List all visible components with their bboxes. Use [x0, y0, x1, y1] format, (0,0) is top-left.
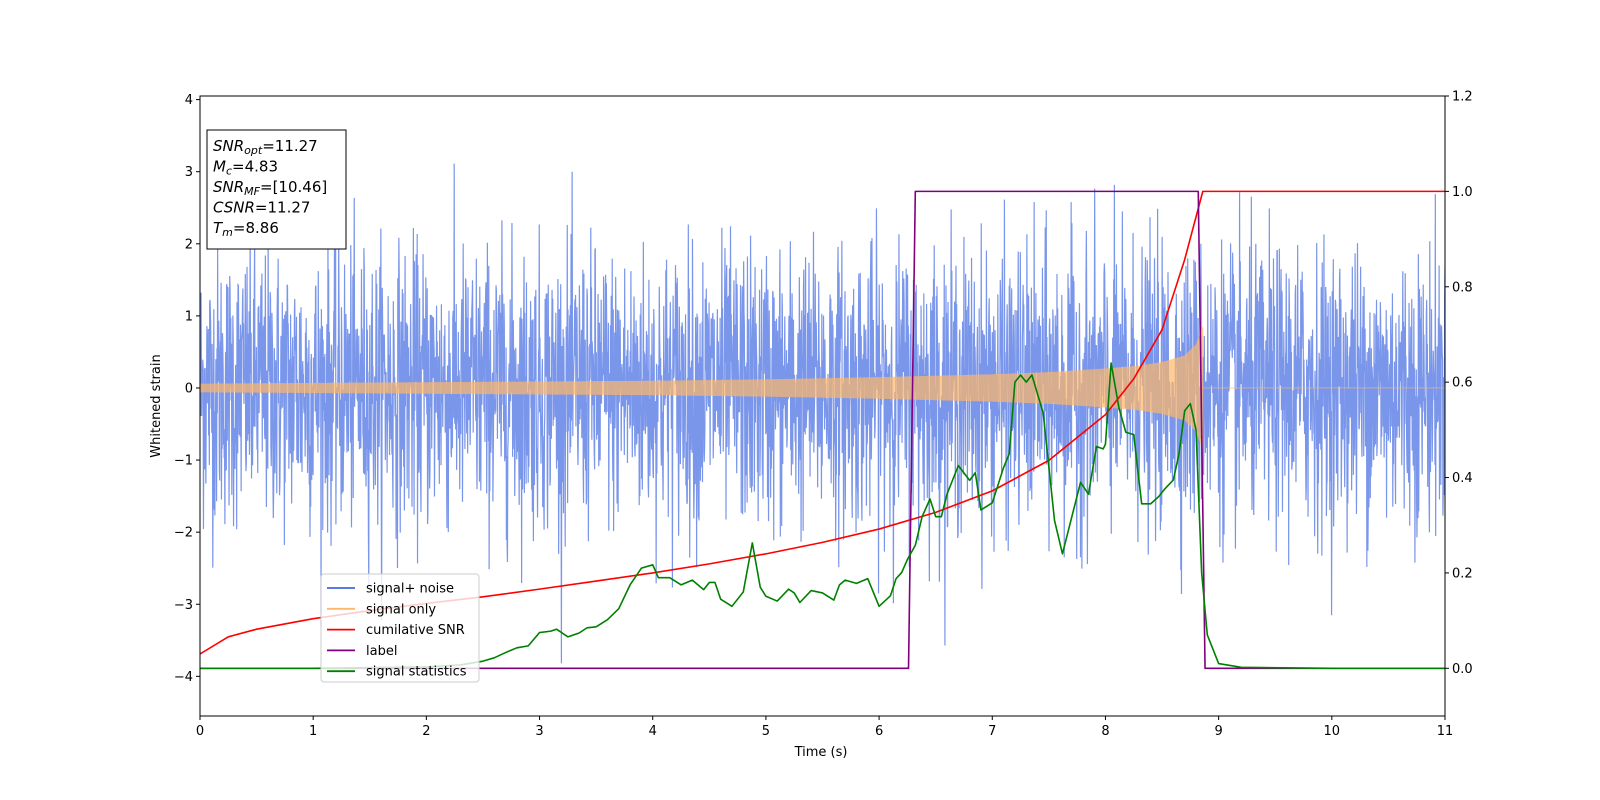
annotation-box: SNRopt=11.27Mc=4.83SNRMF=[10.46]CSNR=11.… — [206, 129, 347, 250]
y-right-tick-label: 1.2 — [1452, 90, 1473, 105]
plot-frame — [199, 95, 1446, 717]
x-axis-label: Time (s) — [794, 745, 848, 760]
series-signal-statistics-line — [200, 362, 1445, 670]
legend-label: signal statistics — [366, 665, 467, 680]
y-left-tick-label: 4 — [185, 93, 193, 108]
y-left-tick-label: −1 — [174, 454, 193, 469]
x-tick-label: 5 — [762, 724, 770, 739]
y-left-tick-label: 1 — [185, 309, 193, 324]
annotation-line: SNRopt=11.27 — [213, 137, 318, 157]
x-tick-label: 4 — [649, 724, 657, 739]
x-tick-label: 9 — [1214, 724, 1222, 739]
y-left-tick-label: −3 — [174, 598, 193, 613]
legend-label: signal only — [366, 602, 436, 617]
series-signal-only-line — [200, 326, 1445, 449]
legend: signal+ noise signal only cumilative SNR la… — [320, 573, 480, 683]
legend-label: label — [366, 644, 397, 659]
x-tick-label: 1 — [309, 724, 317, 739]
x-tick-label: 8 — [1101, 724, 1109, 739]
series-label-line — [200, 190, 1445, 670]
series-signal-noise-line — [200, 163, 1445, 664]
x-tick-label: 10 — [1324, 724, 1341, 739]
y-right-tick-label: 0.2 — [1452, 566, 1473, 581]
annotation-line: Mc=4.83 — [213, 158, 278, 178]
y-right-tick-label: 1.0 — [1452, 185, 1473, 200]
x-tick-label: 7 — [988, 724, 996, 739]
y-axis-label: Whitened strain — [149, 354, 164, 457]
y-left-tick-label: 3 — [185, 165, 193, 180]
annotation-line: SNRMF=[10.46] — [213, 178, 327, 198]
y-right-tick-label: 0.6 — [1452, 376, 1473, 391]
y-left-tick-label: −2 — [174, 526, 193, 541]
x-tick-label: 2 — [422, 724, 430, 739]
y-right-tick-label: 0.8 — [1452, 280, 1473, 295]
legend-frame — [320, 573, 480, 683]
y-left-tick-label: −4 — [174, 670, 193, 685]
annotation-line: CSNR=11.27 — [213, 199, 310, 217]
y-left-tick-label: 0 — [185, 381, 193, 396]
annotation-frame — [206, 129, 347, 250]
annotation-line: Tm=8.86 — [213, 219, 279, 239]
y-right-tick-label: 0.0 — [1452, 662, 1473, 677]
x-tick-label: 0 — [196, 724, 204, 739]
x-tick-label: 11 — [1437, 724, 1454, 739]
axes-layer: 0 1 2 3 4 5 6 7 8 9 10 11 −4 −3 −2 −1 0 1 2 3 4 0.0 0.2 0.4 0.6 0… — [174, 90, 1473, 740]
y-right-tick-label: 0.4 — [1452, 471, 1473, 486]
legend-label: signal+ noise — [366, 582, 454, 597]
legend-label: cumilative SNR — [366, 623, 465, 638]
x-tick-label: 6 — [875, 724, 883, 739]
x-tick-label: 3 — [535, 724, 543, 739]
y-left-tick-label: 2 — [185, 237, 193, 252]
